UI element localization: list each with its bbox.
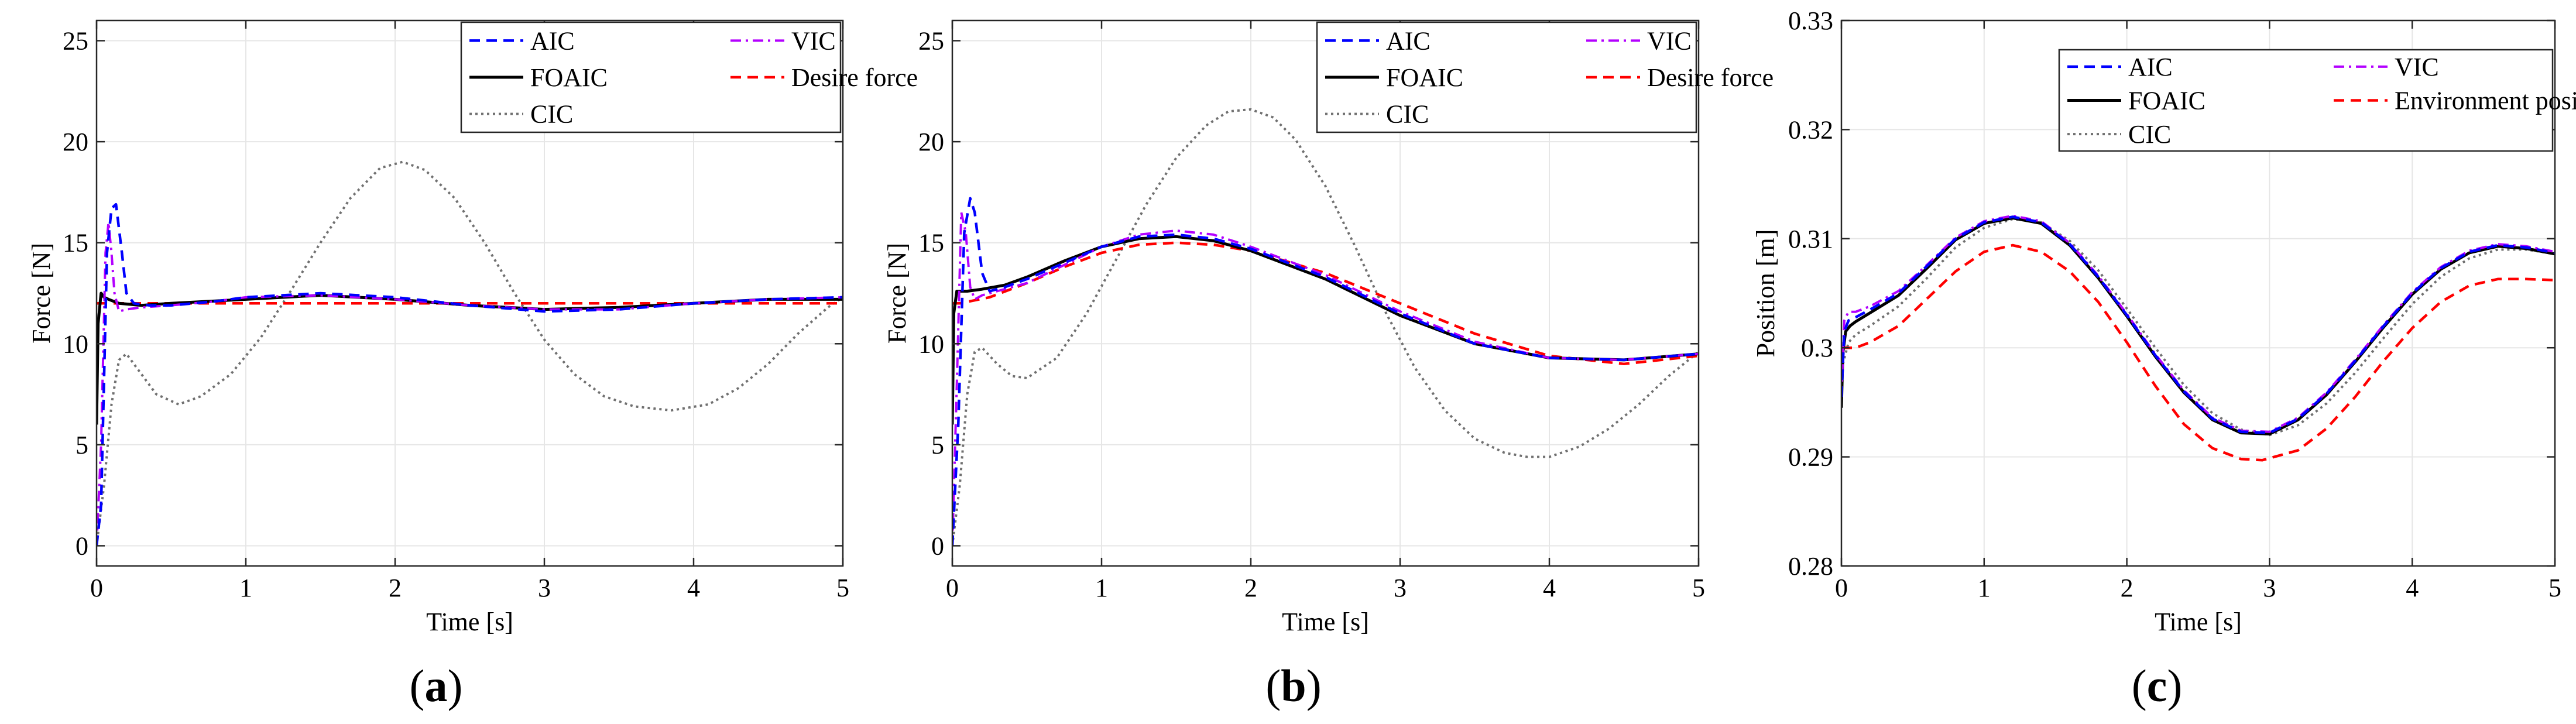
caption-letter: b	[1281, 660, 1306, 711]
x-tick-label: 1	[239, 574, 252, 602]
series-line-aic	[952, 197, 1699, 546]
x-tick-label: 3	[1394, 574, 1407, 602]
x-tick-label: 4	[1543, 574, 1556, 602]
x-tick-label: 2	[1244, 574, 1257, 602]
y-tick-label: 25	[63, 27, 88, 56]
y-axis-label: Force [N]	[883, 243, 911, 344]
x-tick-label: 3	[538, 574, 551, 602]
panel-a: 0 1 2 3 4 5 0 5 10 15 20 25 Time [s] Force [N] AIC VIC F…	[27, 19, 918, 711]
y-tick-label: 10	[918, 330, 944, 358]
legend-label-desire-force: Desire force	[791, 63, 918, 92]
panel-caption: (a)	[410, 660, 463, 711]
x-axis-label: Time [s]	[1282, 608, 1369, 636]
legend-label-environment-position: Environment position	[2395, 87, 2576, 115]
series-line-environment-position	[1841, 243, 2555, 462]
legend: AIC VIC FOAIC Desire force CIC	[460, 21, 918, 133]
legend: AIC VIC FOAIC Desire force CIC	[1316, 21, 1774, 133]
x-tick-label: 4	[687, 574, 700, 602]
legend-label-vic: VIC	[2395, 53, 2439, 81]
x-tick-label: 5	[836, 574, 849, 602]
y-tick-label: 5	[76, 431, 88, 459]
y-tick-label: 0.3	[1801, 334, 1833, 362]
y-axis-label: Position [m]	[1751, 229, 1780, 358]
panel-caption: (c)	[2132, 660, 2183, 711]
series-group	[952, 108, 1699, 546]
legend-label-cic: CIC	[2128, 120, 2171, 149]
legend-label-vic: VIC	[791, 26, 836, 55]
series-line-aic	[1841, 215, 2555, 434]
legend-label-aic: AIC	[2128, 53, 2173, 81]
legend-label-desire-force: Desire force	[1647, 63, 1774, 92]
series-line-cic	[1841, 218, 2555, 437]
y-tick-label: 10	[63, 330, 88, 358]
series-line-foaic	[97, 291, 843, 425]
legend-label-aic: AIC	[1386, 26, 1431, 55]
x-tick-label: 2	[389, 574, 402, 602]
y-axis-label: Force [N]	[27, 243, 56, 344]
legend-label-aic: AIC	[530, 26, 575, 55]
legend-label-cic: CIC	[530, 100, 573, 129]
series-line-cic	[952, 108, 1699, 546]
legend-box	[2058, 49, 2554, 152]
axes-frame	[95, 19, 844, 567]
y-tick-label: 25	[918, 27, 944, 56]
series-group	[97, 160, 843, 546]
panel-b: 0 1 2 3 4 5 0 5 10 15 20 25 Time [s] Force [N] AIC VIC F…	[883, 19, 1774, 711]
legend-label-cic: CIC	[1386, 100, 1429, 129]
y-tick-label: 0	[931, 531, 944, 560]
x-tick-label: 5	[1692, 574, 1705, 602]
legend-label-foaic: FOAIC	[530, 63, 608, 92]
y-tick-label: 0	[76, 531, 88, 560]
x-tick-label: 3	[2263, 574, 2276, 602]
caption-open: (	[1265, 660, 1281, 711]
series-group	[1841, 214, 2555, 462]
panel-c: 0 1 2 3 4 5 0.28 0.29 0.3 0.31 0.32 0.33 Time [s] Pos…	[1751, 6, 2576, 711]
x-tick-label: 1	[1978, 574, 1991, 602]
x-tick-label: 4	[2406, 574, 2419, 602]
y-tick-label: 0.29	[1788, 443, 1833, 472]
x-tick-label: 0	[90, 574, 103, 602]
legend: AIC VIC FOAIC Environment position CIC	[2058, 49, 2576, 152]
caption-close: )	[448, 660, 463, 711]
axes-frame	[1840, 19, 2556, 567]
caption-open: (	[2132, 660, 2147, 711]
legend-label-foaic: FOAIC	[1386, 63, 1463, 92]
x-tick-label: 2	[2121, 574, 2133, 602]
x-tick-label: 0	[946, 574, 959, 602]
series-line-vic	[97, 221, 843, 546]
y-tick-label: 20	[918, 128, 944, 156]
caption-close: )	[2167, 660, 2182, 711]
legend-label-foaic: FOAIC	[2128, 87, 2205, 115]
panel-caption: (b)	[1265, 660, 1321, 711]
y-tick-label: 15	[63, 229, 88, 258]
x-axis-label: Time [s]	[2155, 608, 2242, 636]
legend-label-vic: VIC	[1647, 26, 1692, 55]
x-tick-label: 1	[1095, 574, 1108, 602]
caption-letter: a	[425, 660, 448, 711]
y-tick-label: 5	[931, 431, 944, 459]
y-tick-label: 0.31	[1788, 225, 1833, 253]
y-tick-label: 20	[63, 128, 88, 156]
series-line-aic	[97, 203, 843, 546]
y-tick-label: 15	[918, 229, 944, 258]
y-tick-label: 0.28	[1788, 552, 1833, 581]
caption-letter: c	[2147, 660, 2167, 711]
caption-open: (	[410, 660, 425, 711]
x-tick-label: 5	[2548, 574, 2561, 602]
caption-close: )	[1306, 660, 1322, 711]
x-axis-label: Time [s]	[426, 608, 513, 636]
axes-frame	[951, 19, 1700, 567]
y-tick-label: 0.32	[1788, 115, 1833, 144]
x-tick-label: 0	[1835, 574, 1848, 602]
y-tick-label: 0.33	[1788, 6, 1833, 35]
